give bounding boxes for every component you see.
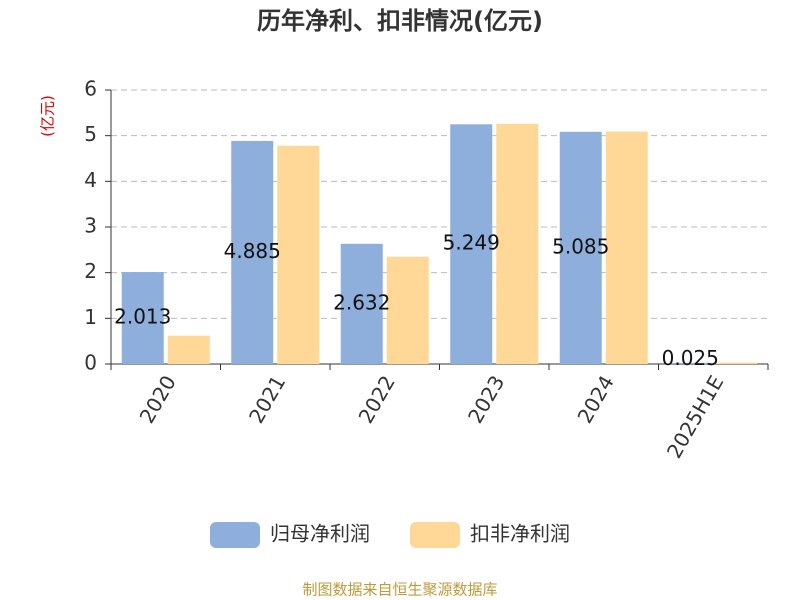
- legend-swatch: [410, 522, 460, 548]
- bar: [605, 131, 648, 364]
- y-tick-label: 5: [84, 122, 97, 146]
- data-label: 5.249: [443, 231, 500, 255]
- x-tick-label: 2021: [244, 371, 290, 427]
- bar: [450, 124, 493, 364]
- x-tick-label: 2024: [573, 371, 619, 427]
- bar: [277, 145, 320, 364]
- y-tick-label: 0: [84, 351, 97, 375]
- data-label: 0.025: [662, 346, 719, 370]
- bar: [669, 362, 712, 364]
- x-tick-label: 2025H1E: [662, 371, 728, 462]
- y-tick-label: 2: [84, 259, 97, 283]
- bar: [496, 123, 539, 364]
- x-tick-label: 2022: [354, 371, 400, 427]
- bar: [386, 256, 429, 364]
- source-note: 制图数据来自恒生聚源数据库: [302, 581, 497, 599]
- legend-swatch: [210, 522, 260, 548]
- y-tick-label: 1: [84, 305, 97, 329]
- data-label: 5.085: [552, 234, 609, 258]
- bar: [715, 362, 758, 364]
- data-label: 4.885: [224, 239, 281, 263]
- y-tick-label: 6: [84, 77, 97, 101]
- y-tick-label: 3: [84, 214, 97, 238]
- legend-label: 扣非净利润: [470, 522, 570, 546]
- y-tick-label: 4: [84, 168, 97, 192]
- bar: [231, 140, 274, 364]
- bar: [121, 272, 164, 364]
- bar: [559, 131, 602, 364]
- bar: [167, 335, 210, 364]
- bar: [340, 243, 383, 364]
- data-label: 2.632: [333, 290, 390, 314]
- x-tick-label: 2020: [135, 371, 181, 427]
- data-label: 2.013: [114, 305, 171, 329]
- chart-title: 历年净利、扣非情况(亿元): [257, 7, 543, 35]
- legend-label: 归母净利润: [270, 522, 370, 546]
- y-axis-label: (亿元): [39, 95, 57, 137]
- x-tick-label: 2023: [463, 371, 509, 427]
